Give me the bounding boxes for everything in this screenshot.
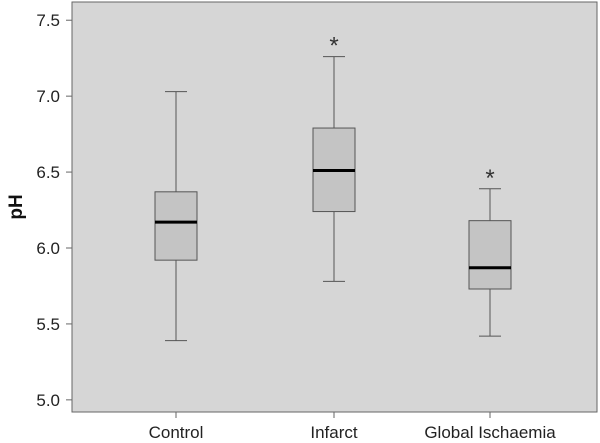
box-infarct: *	[312, 33, 356, 282]
box-control	[154, 91, 198, 342]
x-axis: Control Infarct Global Ischaemia	[149, 412, 556, 442]
significance-marker: *	[329, 33, 338, 60]
interquartile-box	[468, 220, 512, 290]
y-axis-title: pH	[6, 194, 27, 219]
x-category-label: Global Ischaemia	[424, 423, 556, 442]
y-tick-label: 6.0	[36, 239, 60, 258]
significance-marker: *	[485, 165, 494, 192]
x-category-label: Control	[149, 423, 204, 442]
y-tick-label: 5.0	[36, 391, 60, 410]
box-global-ischaemia: *	[468, 165, 512, 337]
boxes-layer: **	[154, 33, 512, 342]
interquartile-box	[154, 191, 198, 261]
y-tick-label: 7.5	[36, 11, 60, 30]
y-tick-label: 5.5	[36, 315, 60, 334]
x-category-label: Infarct	[310, 423, 358, 442]
y-tick-label: 7.0	[36, 87, 60, 106]
y-tick-label: 6.5	[36, 163, 60, 182]
y-axis: 5.0 5.5 6.0 6.5 7.0 7.5	[36, 11, 72, 410]
